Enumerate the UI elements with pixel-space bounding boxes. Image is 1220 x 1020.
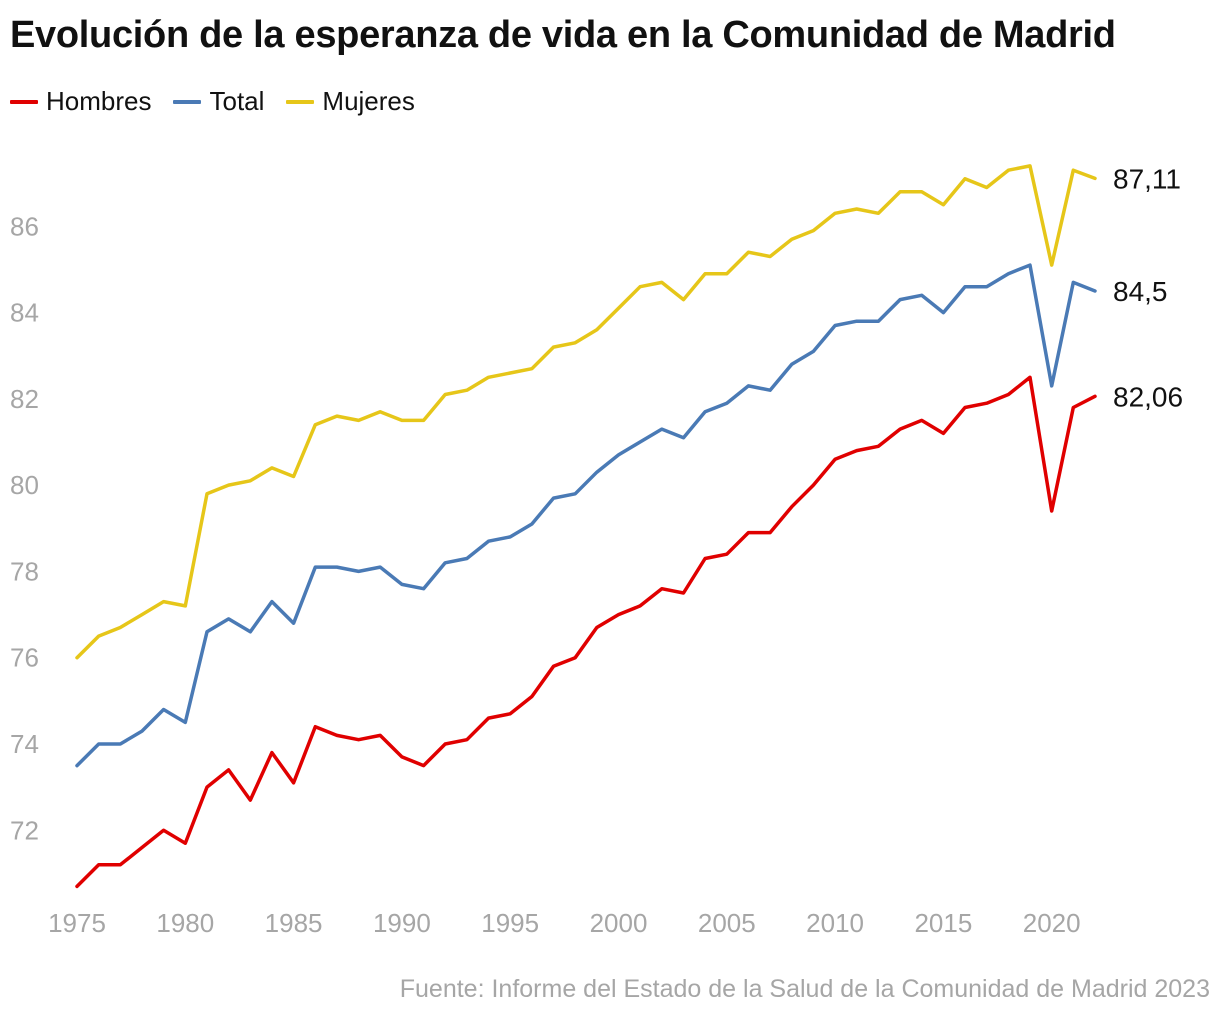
legend-swatch-mujeres: [286, 99, 315, 104]
end-label-mujeres: 87,11: [1113, 163, 1181, 194]
y-tick-label: 86: [10, 211, 39, 241]
y-tick-label: 72: [10, 815, 39, 845]
x-tick-label: 2005: [698, 908, 756, 938]
x-axis-ticks: 1975 1980 1985 1990 1995 2000 2005 2010 2015 2020: [48, 908, 1081, 938]
legend-item-hombres: Hombres: [10, 86, 151, 117]
legend-item-mujeres: Mujeres: [286, 86, 415, 117]
x-tick-label: 1975: [48, 908, 106, 938]
series-lines: [75, 164, 1097, 889]
y-tick-label: 84: [10, 298, 39, 328]
end-label-hombres: 82,06: [1113, 381, 1183, 412]
legend-swatch-total: [173, 99, 202, 104]
legend-label-mujeres: Mujeres: [322, 86, 415, 116]
y-tick-label: 74: [10, 729, 39, 759]
legend-swatch-hombres: [10, 99, 38, 104]
series-line-mujeres: [75, 164, 1097, 660]
y-axis-ticks: 72 74 76 78 80 82 84 86: [10, 211, 39, 845]
legend-item-total: Total: [173, 86, 264, 117]
legend-label-hombres: Hombres: [46, 86, 152, 116]
x-tick-label: 1990: [373, 908, 431, 938]
legend: Hombres Total Mujeres: [10, 86, 415, 117]
y-tick-label: 80: [10, 470, 39, 500]
x-tick-label: 2010: [806, 908, 864, 938]
x-tick-label: 2000: [590, 908, 648, 938]
y-tick-label: 78: [10, 556, 39, 586]
x-tick-label: 2015: [914, 908, 972, 938]
y-tick-label: 82: [10, 384, 39, 414]
end-label-total: 84,5: [1113, 276, 1168, 307]
chart-title: Evolución de la esperanza de vida en la …: [10, 14, 1116, 56]
x-tick-label: 2020: [1023, 908, 1081, 938]
legend-label-total: Total: [209, 86, 265, 116]
y-tick-label: 76: [10, 643, 39, 673]
source-note: Fuente: Informe del Estado de la Salud d…: [399, 975, 1210, 1003]
x-tick-label: 1995: [481, 908, 539, 938]
series-line-total: [75, 263, 1097, 768]
series-end-labels: 82,06 84,5 87,11: [1113, 163, 1183, 412]
x-tick-label: 1980: [156, 908, 214, 938]
series-line-hombres: [75, 375, 1097, 889]
x-tick-label: 1985: [265, 908, 323, 938]
